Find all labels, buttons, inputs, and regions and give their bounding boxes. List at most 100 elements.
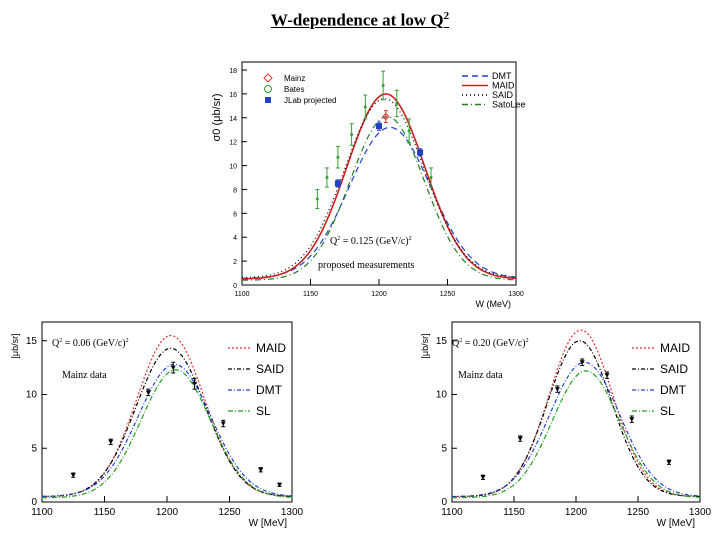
y-axis-label: σ0 (μb/sr): [211, 94, 223, 142]
y-tick-label: 14: [229, 116, 237, 123]
data-point-bates: [395, 101, 399, 105]
y-axis-label: [μb/sr]: [10, 333, 20, 358]
y-tick-label: 16: [229, 92, 237, 99]
data-point-bates: [325, 176, 329, 179]
y-tick-label: 12: [229, 140, 237, 147]
x-tick-label: 1200: [371, 291, 387, 298]
data-point-bates: [429, 176, 433, 179]
y-axis-label: [μb/sr]: [420, 333, 430, 358]
data-point-mainz: [517, 436, 523, 442]
legend-label: SL: [660, 404, 675, 418]
legend-label: SAID: [256, 362, 284, 376]
x-tick-label: 1250: [627, 507, 650, 518]
data-point-bates: [381, 84, 385, 88]
series-maid-line: [42, 334, 293, 498]
annotation-sub: Mainz data: [62, 370, 107, 381]
data-point-mainz: [220, 421, 226, 427]
data-point-bates: [350, 133, 354, 136]
data-point-mainz: [170, 365, 176, 371]
q2-annotation: Q2 = 0.125 (GeV/c)2: [330, 236, 412, 247]
data-point-mainz: [192, 381, 197, 387]
legend-label: MAID: [660, 341, 690, 355]
x-tick-label: 1100: [31, 507, 53, 518]
legend-label: SAID: [660, 362, 688, 376]
series-maid-line: [242, 93, 517, 280]
data-point-mainz: [277, 482, 282, 488]
y-tick-label: 10: [26, 390, 38, 401]
x-tick-label: 1100: [234, 291, 249, 298]
x-axis-label: W [MeV]: [249, 518, 288, 529]
legend-label: DMT: [256, 383, 283, 397]
data-point-jlab: [417, 149, 424, 156]
x-tick-label: 1300: [281, 507, 304, 518]
legend-label: MAID: [492, 81, 515, 91]
x-axis-label: W (MeV): [476, 299, 512, 309]
data-point-bates: [407, 129, 411, 133]
y-tick-label: 15: [26, 336, 38, 347]
annotation-sub: Mainz data: [458, 370, 503, 381]
annotation-sub: proposed measurements: [318, 260, 414, 271]
data-point-mainz: [480, 475, 486, 480]
series-said-line: [452, 340, 701, 498]
y-tick-label: 18: [229, 68, 237, 75]
data-point-jlab: [334, 180, 341, 187]
legend-label: JLab projected: [284, 96, 336, 105]
data-point-mainz: [382, 112, 390, 121]
data-point-mainz: [604, 373, 610, 378]
y-tick-label: 0: [441, 497, 447, 508]
series-sl-line: [451, 370, 701, 499]
slide-title: W-dependence at low Q2: [0, 10, 720, 31]
x-tick-label: 1150: [94, 507, 116, 518]
series-sl-line: [42, 369, 293, 499]
legend-label: Mainz: [284, 74, 305, 83]
legend-label: DMT: [492, 71, 512, 81]
y-tick-label: 0: [233, 283, 237, 290]
data-point-bates: [336, 155, 340, 159]
data-point-mainz: [629, 417, 635, 422]
legend-label: Bates: [284, 85, 304, 94]
data-point-mainz: [554, 387, 560, 392]
series-dmt-line: [41, 363, 293, 498]
legend-label: SAID: [492, 90, 514, 100]
chart-bl: Q2 = 0.06 (GeV/c)2: [41, 321, 293, 503]
x-tick-label: 1300: [508, 291, 524, 298]
chart-br: Q2 = 0.20 (GeV/c)2: [451, 321, 701, 503]
series-dmt-line: [452, 361, 701, 498]
y-tick-label: 0: [31, 497, 37, 508]
y-tick-label: 5: [441, 443, 447, 454]
q2-annotation: Q2 = 0.20 (GeV/c)2: [452, 338, 529, 349]
q2-annotation: Q2 = 0.06 (GeV/c)2: [52, 338, 129, 349]
chart-top: Q2 = 0.125 (GeV/c)2: [241, 61, 517, 286]
x-tick-label: 1150: [303, 291, 318, 298]
x-tick-label: 1250: [440, 291, 456, 298]
legend-marker-jlab: [265, 97, 271, 103]
legend-marker-mainz: [263, 73, 273, 83]
slide-title-text: W-dependence at low Q: [270, 10, 444, 30]
x-tick-label: 1100: [441, 507, 463, 518]
y-tick-label: 2: [233, 259, 237, 266]
y-tick-label: 4: [233, 235, 237, 242]
data-point-mainz: [70, 473, 76, 478]
series-dmt-line: [242, 126, 517, 279]
y-tick-label: 10: [436, 390, 448, 401]
legend-label: SL: [256, 404, 271, 418]
x-tick-label: 1150: [503, 507, 525, 518]
slide-title-sup: 2: [443, 10, 450, 22]
x-axis-label: W [MeV]: [657, 518, 696, 529]
y-tick-label: 6: [233, 211, 237, 218]
x-tick-label: 1200: [156, 507, 179, 518]
data-point-mainz: [108, 439, 114, 445]
x-tick-label: 1300: [689, 507, 712, 518]
legend-label: DMT: [660, 383, 687, 397]
series-maid-line: [452, 329, 701, 498]
data-point-bates: [315, 197, 319, 201]
data-point-mainz: [145, 390, 151, 395]
y-tick-label: 5: [31, 443, 37, 454]
x-tick-label: 1250: [218, 507, 241, 518]
data-point-mainz: [258, 467, 264, 473]
data-point-bates: [363, 105, 367, 109]
x-tick-label: 1200: [565, 507, 588, 518]
legend-label: MAID: [256, 341, 286, 355]
y-tick-label: 15: [436, 336, 448, 347]
